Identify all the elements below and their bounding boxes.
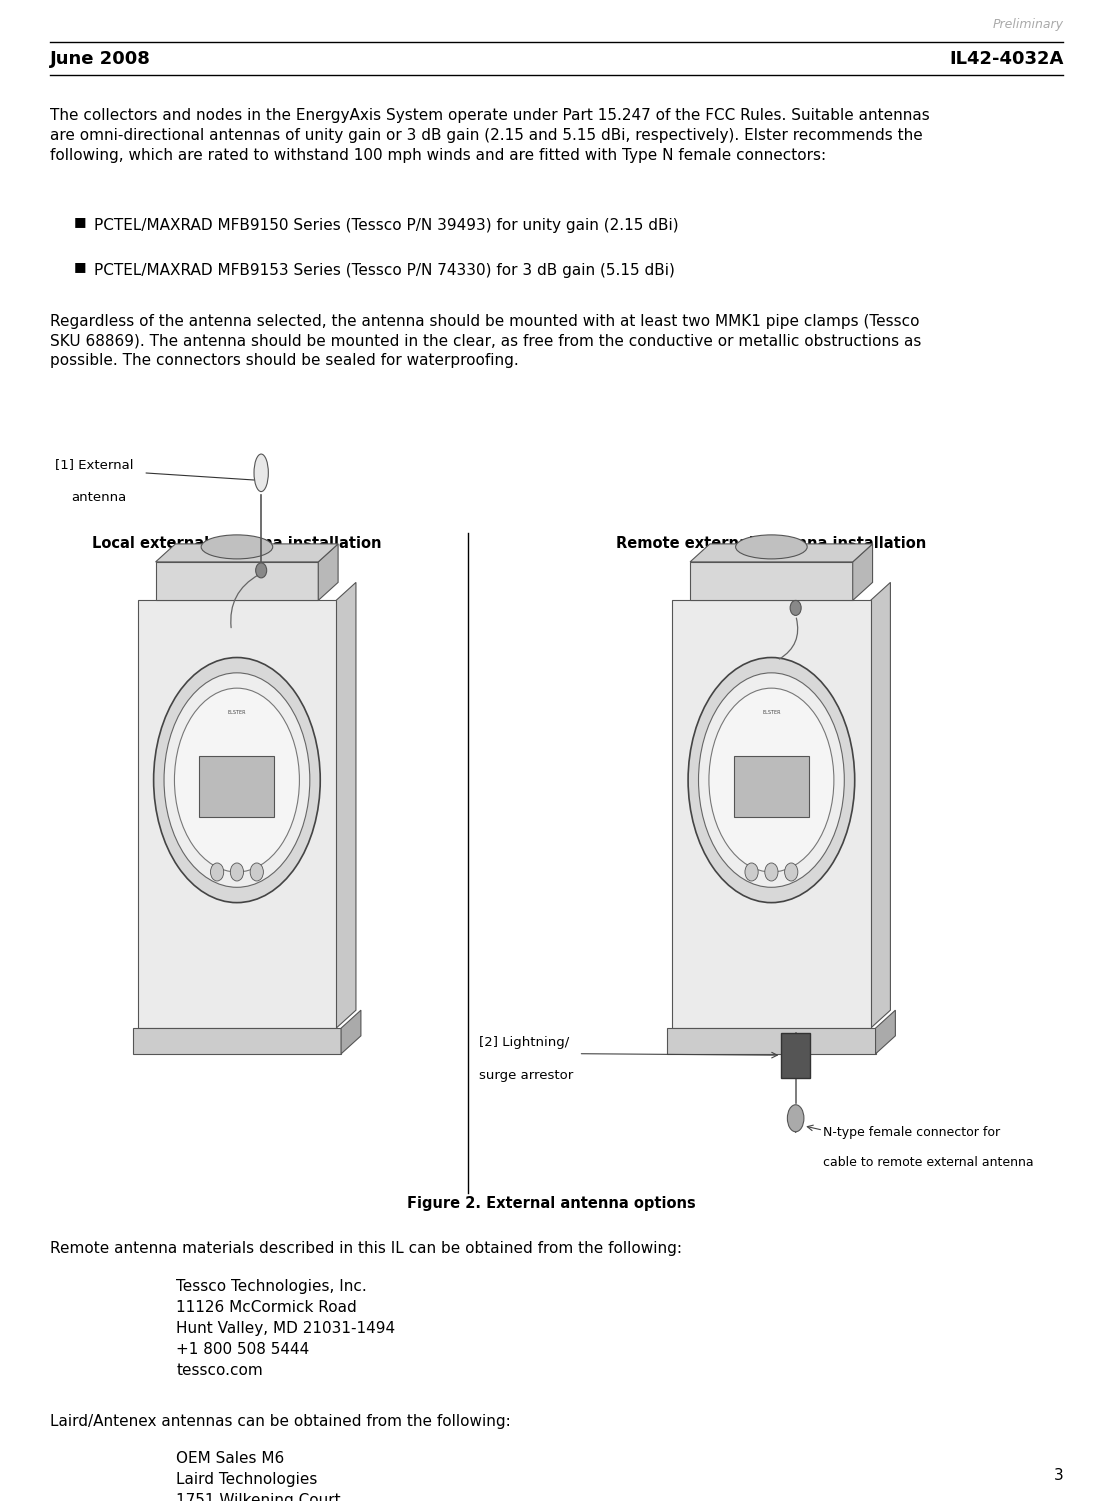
Text: ■: ■ (74, 215, 86, 228)
Bar (672, 600, 871, 1028)
Text: surge arrestor: surge arrestor (479, 1069, 574, 1082)
Bar (781, 1033, 810, 1078)
Circle shape (230, 863, 244, 881)
Text: Preliminary: Preliminary (993, 18, 1063, 32)
Text: ■: ■ (74, 260, 86, 273)
Text: [2] Lightning/: [2] Lightning/ (479, 1036, 570, 1049)
Ellipse shape (202, 534, 272, 558)
Text: [1] External: [1] External (55, 458, 133, 471)
Circle shape (790, 600, 801, 615)
Text: PCTEL/MAXRAD MFB9153 Series (Tessco P/N 74330) for 3 dB gain (5.15 dBi): PCTEL/MAXRAD MFB9153 Series (Tessco P/N … (94, 263, 674, 278)
Circle shape (250, 863, 263, 881)
Text: antenna: antenna (72, 491, 127, 504)
Ellipse shape (709, 687, 834, 872)
Text: ELSTER: ELSTER (763, 710, 780, 714)
Bar (734, 755, 809, 817)
Ellipse shape (699, 672, 844, 887)
Text: 3: 3 (1054, 1468, 1063, 1483)
Bar (132, 1028, 341, 1054)
Text: Regardless of the antenna selected, the antenna should be mounted with at least : Regardless of the antenna selected, the … (50, 314, 921, 368)
Ellipse shape (153, 657, 321, 902)
Text: June 2008: June 2008 (50, 50, 151, 68)
Polygon shape (336, 582, 356, 1028)
Text: Tessco Technologies, Inc.
11126 McCormick Road
Hunt Valley, MD 21031-1494
+1 800: Tessco Technologies, Inc. 11126 McCormic… (176, 1279, 396, 1378)
Text: N-type female connector for: N-type female connector for (823, 1126, 1001, 1139)
Text: The collectors and nodes in the EnergyAxis System operate under Part 15.247 of t: The collectors and nodes in the EnergyAx… (50, 108, 929, 162)
Text: ELSTER: ELSTER (228, 710, 246, 714)
Bar (199, 755, 274, 817)
Ellipse shape (787, 1105, 803, 1132)
Circle shape (785, 863, 798, 881)
Text: Laird/Antenex antennas can be obtained from the following:: Laird/Antenex antennas can be obtained f… (50, 1414, 510, 1429)
Polygon shape (871, 582, 890, 1028)
Polygon shape (875, 1010, 895, 1054)
Ellipse shape (164, 672, 310, 887)
Circle shape (745, 863, 758, 881)
Text: Figure 2. External antenna options: Figure 2. External antenna options (407, 1196, 695, 1211)
Polygon shape (318, 543, 338, 600)
Ellipse shape (253, 453, 269, 492)
Bar (690, 561, 853, 600)
Text: PCTEL/MAXRAD MFB9150 Series (Tessco P/N 39493) for unity gain (2.15 dBi): PCTEL/MAXRAD MFB9150 Series (Tessco P/N … (94, 218, 679, 233)
Circle shape (765, 863, 778, 881)
Text: OEM Sales M6
Laird Technologies
1751 Wilkening Court
Schaumburg, IL 60173
+1 847: OEM Sales M6 Laird Technologies 1751 Wil… (176, 1451, 604, 1501)
Bar (667, 1028, 875, 1054)
Polygon shape (342, 1010, 361, 1054)
Ellipse shape (174, 687, 300, 872)
Ellipse shape (688, 657, 855, 902)
Bar (155, 561, 318, 600)
Text: cable to remote external antenna: cable to remote external antenna (823, 1156, 1034, 1169)
Polygon shape (690, 543, 873, 561)
Circle shape (256, 563, 267, 578)
Polygon shape (155, 543, 338, 561)
Polygon shape (853, 543, 873, 600)
Text: Local external antenna installation: Local external antenna installation (93, 536, 381, 551)
Bar (138, 600, 336, 1028)
Ellipse shape (736, 534, 807, 558)
Text: IL42-4032A: IL42-4032A (949, 50, 1063, 68)
Text: Remote external antenna installation: Remote external antenna installation (616, 536, 927, 551)
Text: Remote antenna materials described in this IL can be obtained from the following: Remote antenna materials described in th… (50, 1241, 682, 1256)
Circle shape (210, 863, 224, 881)
